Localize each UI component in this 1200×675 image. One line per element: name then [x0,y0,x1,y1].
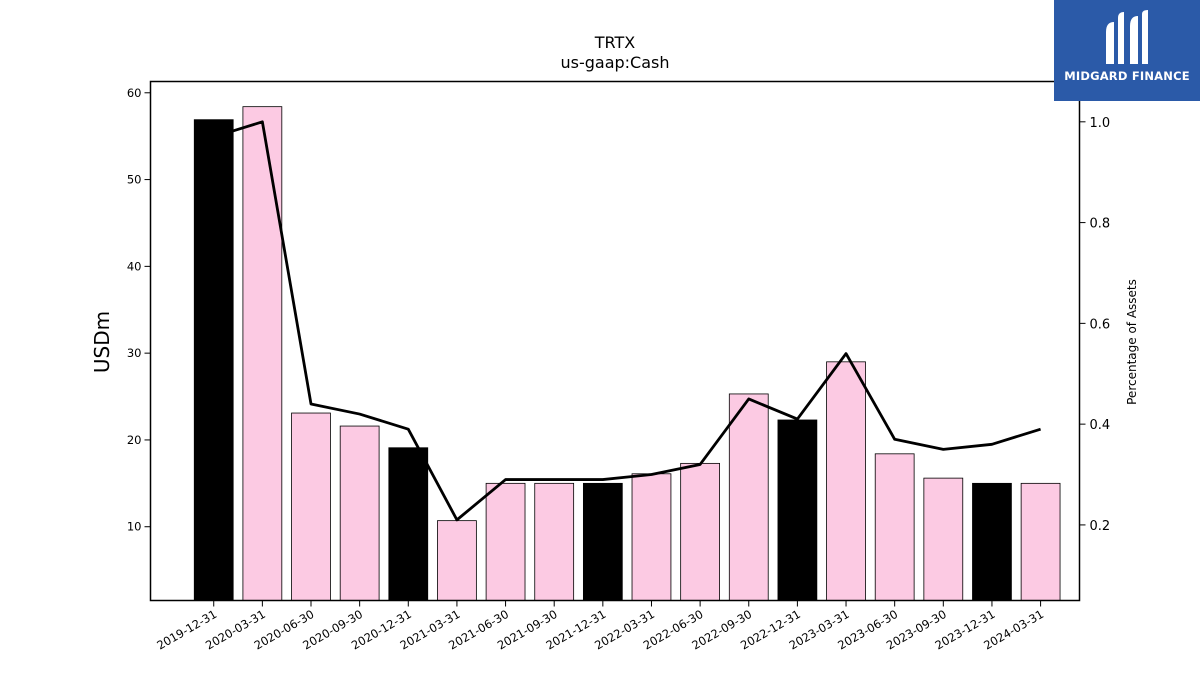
bar-2021-06-30 [485,482,526,601]
logo-text: MIDGARD FINANCE [1064,69,1190,83]
bar-2023-09-30 [923,477,964,601]
bar-2022-06-30 [680,462,720,601]
bar-2024-03-31 [1020,482,1061,601]
y-tick-label: 40 [127,259,142,273]
y2-tick-label: 0.2 [1090,519,1111,534]
y2-axis-label: Percentage of Assets [1125,279,1139,405]
bar-2023-12-31 [972,482,1012,601]
bar-2020-09-30 [339,425,380,601]
bar-2022-12-31 [777,419,818,601]
bar-2021-09-30 [534,482,575,601]
plot-frame [149,80,1081,602]
y-tick-label: 30 [127,346,142,360]
y-tick-label: 20 [127,433,142,447]
chart-subtitle: us-gaap:Cash [560,53,669,72]
y2-tick-label: 1.0 [1090,116,1111,131]
bar-2023-03-31 [826,361,866,601]
company-logo: MIDGARD FINANCE [1054,0,1200,101]
bar-2022-09-30 [728,393,769,601]
percentage-of-assets-line [213,120,1042,522]
bar-2021-12-31 [582,482,623,601]
bar-2019-12-31 [193,119,234,601]
y-tick-label: 60 [127,86,142,100]
chart-title: TRTX [594,33,636,52]
bar-2021-03-31 [437,520,477,601]
bar-2020-12-31 [388,447,429,601]
logo-mark-icon [1106,10,1148,64]
y2-tick-label: 0.8 [1090,217,1111,232]
y-tick-label: 10 [127,520,142,534]
y2-tick-label: 0.6 [1090,317,1111,332]
y-tick-label: 50 [127,173,142,187]
bar-2020-06-30 [291,412,331,601]
y2-tick-label: 0.4 [1090,418,1111,433]
y-axis-label: USDm [90,311,114,373]
bar-2022-03-31 [631,473,672,601]
bar-2020-03-31 [242,106,283,601]
bar-2023-06-30 [874,453,915,601]
